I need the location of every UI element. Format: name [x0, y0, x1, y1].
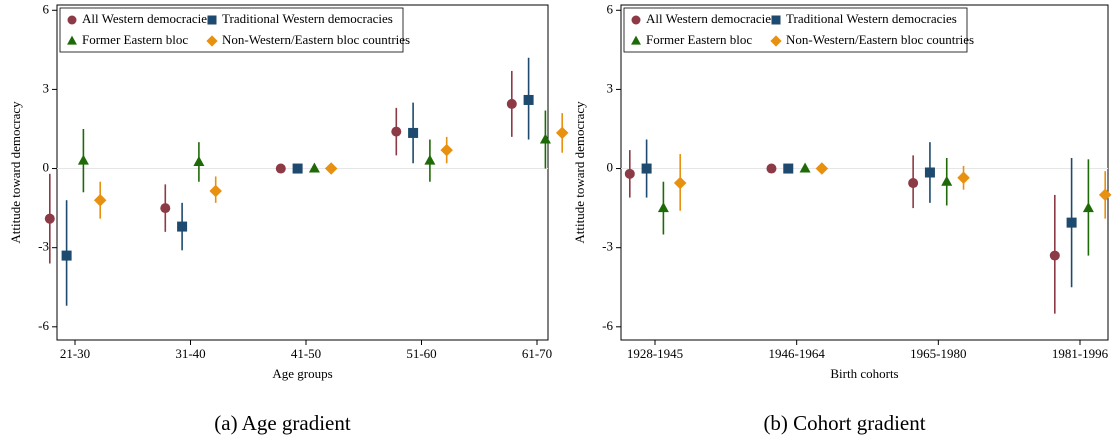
- marker: [555, 126, 569, 140]
- marker: [424, 154, 436, 165]
- marker: [391, 126, 402, 137]
- marker: [941, 175, 953, 186]
- legend-label: Non-Western/Eastern bloc countries: [222, 32, 410, 47]
- x-tick-label: 1928-1945: [627, 346, 683, 361]
- x-tick-label: 1981-1996: [1052, 346, 1109, 361]
- legend-label: All Western democracies: [82, 11, 212, 26]
- marker: [908, 178, 919, 189]
- marker: [440, 143, 453, 157]
- marker: [766, 163, 777, 174]
- legend-label: Former Eastern bloc: [646, 32, 752, 47]
- marker: [408, 127, 419, 138]
- marker: [177, 221, 188, 232]
- marker: [1049, 250, 1060, 261]
- x-tick-label: 51-60: [406, 346, 436, 361]
- y-axis-label: Attitude toward democracy: [8, 101, 23, 244]
- x-tick-label: 1965-1980: [910, 346, 966, 361]
- legend-box: [59, 7, 404, 53]
- marker: [815, 162, 829, 175]
- marker: [631, 35, 641, 45]
- marker: [1082, 202, 1094, 213]
- x-tick-label: 21-30: [60, 346, 90, 361]
- marker: [783, 163, 794, 174]
- y-tick-label: 3: [43, 80, 50, 95]
- legend-label: Non-Western/Eastern bloc countries: [786, 32, 974, 47]
- legend-label: All Western democracies: [646, 11, 776, 26]
- marker: [308, 162, 320, 173]
- marker: [1066, 217, 1077, 228]
- marker: [523, 94, 534, 105]
- marker: [673, 176, 687, 190]
- caption: (b) Cohort gradient: [763, 411, 925, 435]
- marker: [771, 15, 781, 25]
- marker: [641, 163, 652, 174]
- marker: [292, 163, 303, 174]
- marker: [206, 35, 218, 47]
- marker: [193, 155, 205, 166]
- marker: [44, 213, 55, 224]
- x-tick-label: 61-70: [522, 346, 552, 361]
- legend-label: Traditional Western democracies: [786, 11, 957, 26]
- marker: [67, 15, 77, 25]
- marker: [1098, 188, 1112, 202]
- y-tick-label: 0: [607, 160, 614, 175]
- x-tick-label: 31-40: [175, 346, 205, 361]
- marker: [770, 35, 782, 47]
- y-tick-label: 0: [43, 160, 50, 175]
- legend-label: Traditional Western democracies: [222, 11, 393, 26]
- marker: [67, 35, 77, 45]
- x-tick-label: 41-50: [291, 346, 321, 361]
- legend-box: [623, 7, 968, 53]
- y-tick-label: -6: [38, 318, 49, 333]
- caption: (a) Age gradient: [214, 411, 351, 435]
- y-tick-label: 6: [607, 1, 614, 16]
- marker: [957, 171, 970, 185]
- marker: [324, 162, 338, 175]
- marker: [657, 202, 669, 213]
- legend-label: Former Eastern bloc: [82, 32, 188, 47]
- x-axis-label: Age groups: [272, 366, 332, 381]
- y-tick-label: -3: [38, 239, 49, 254]
- plot-frame: [56, 4, 549, 341]
- y-tick-label: -6: [602, 318, 613, 333]
- y-axis-label: Attitude toward democracy: [572, 101, 587, 244]
- marker: [924, 167, 935, 178]
- marker: [77, 154, 89, 165]
- y-tick-label: 3: [607, 80, 614, 95]
- marker: [275, 163, 286, 174]
- marker: [624, 168, 635, 179]
- plot-frame: [620, 4, 1109, 341]
- x-tick-label: 1946-1964: [768, 346, 825, 361]
- x-axis-label: Birth cohorts: [830, 366, 898, 381]
- marker: [209, 184, 222, 198]
- marker: [207, 15, 217, 25]
- marker: [93, 193, 107, 207]
- marker: [631, 15, 641, 25]
- marker: [61, 250, 72, 261]
- marker: [160, 203, 171, 214]
- marker: [539, 133, 551, 144]
- marker: [506, 98, 517, 109]
- y-tick-label: -3: [602, 239, 613, 254]
- marker: [799, 162, 811, 173]
- y-tick-label: 6: [43, 1, 50, 16]
